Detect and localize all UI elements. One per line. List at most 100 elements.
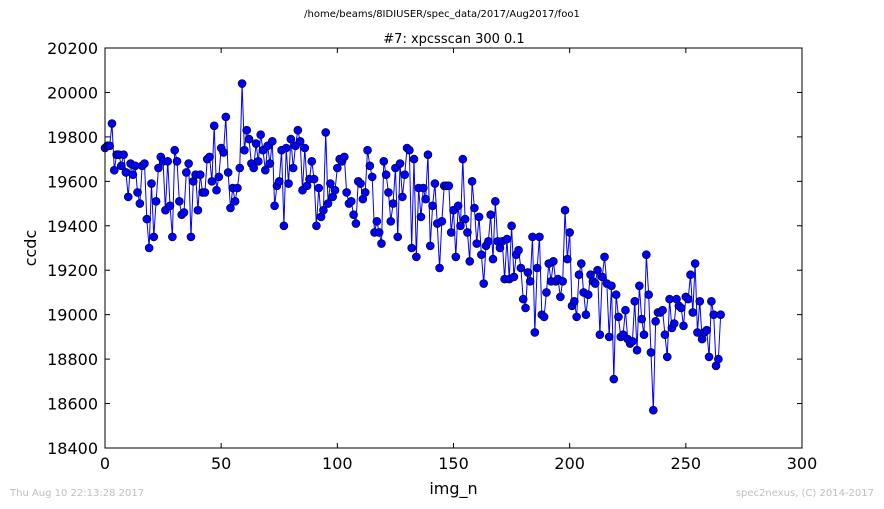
data-point [286,134,296,144]
data-point [412,252,421,262]
data-point [525,277,535,286]
data-point [416,212,426,222]
data-point [456,221,465,231]
data-point [646,348,656,357]
data-point [488,254,498,264]
data-point [491,197,500,206]
x-tick-label: 0 [100,454,110,473]
data-point [200,188,210,197]
data-point [507,221,516,231]
data-layer [100,79,725,415]
data-point [474,212,484,222]
data-point [261,165,270,175]
data-point [293,125,303,135]
data-point [398,192,407,202]
data-point [274,177,284,186]
x-tick-label: 50 [211,454,231,473]
data-point [377,239,386,248]
data-point [558,277,568,286]
data-point [267,137,277,146]
data-point [695,297,705,306]
data-point [209,121,219,131]
data-point [565,228,574,237]
data-point [714,354,723,364]
data-point [604,332,614,342]
data-point [388,199,398,208]
data-point [514,245,523,255]
data-point [405,145,414,155]
data-point [226,203,235,213]
chart-title: #7: xpcsscan 300 0.1 [383,32,524,47]
data-point [251,139,261,148]
data-point [184,159,193,168]
data-point [186,232,196,242]
y-tick-label: 20200 [47,39,98,58]
data-point [542,288,551,297]
data-point [470,203,479,213]
data-point [342,188,351,197]
data-point [460,214,470,224]
data-point [611,290,621,299]
data-point [518,294,528,304]
data-point [409,154,419,164]
data-point [679,321,688,331]
data-point [165,201,175,211]
data-point [307,157,317,166]
data-point [393,232,403,242]
data-point [628,337,637,346]
x-tick-label: 200 [554,454,585,473]
data-point [688,308,698,317]
data-point [465,257,475,266]
data-point [168,232,177,242]
data-point [140,159,149,168]
data-point [270,201,279,211]
data-point [435,263,444,273]
data-point [360,188,370,197]
data-point [467,177,477,186]
x-tick-label: 300 [787,454,818,473]
x-tick-label: 250 [671,454,702,473]
data-point [539,312,549,322]
data-point [133,188,142,197]
data-point [300,143,310,153]
y-tick-label: 18400 [47,439,98,458]
data-point [193,205,203,215]
data-point [446,228,456,237]
data-point [595,330,605,339]
data-point [444,181,454,191]
data-point [642,250,651,259]
data-point [333,163,342,173]
data-point [574,270,584,279]
data-point [425,241,435,251]
data-point [563,254,572,264]
data-point [144,243,154,253]
data-point [509,272,519,282]
data-point [240,145,249,155]
data-point [686,270,695,279]
data-point [214,172,224,182]
data-point [356,179,365,188]
data-point [386,217,396,226]
data-point [530,328,540,337]
data-point [233,183,242,193]
data-point [516,263,526,273]
data-point [593,265,602,275]
data-point [219,148,228,157]
data-point [172,157,182,166]
data-point [576,259,586,268]
data-point [649,405,658,415]
data-point [418,183,428,193]
data-point [105,141,114,151]
y-tick-label: 19000 [47,306,98,325]
data-point [288,163,298,173]
data-point [212,185,221,195]
data-point [374,228,384,237]
data-point [230,197,240,206]
footer-timestamp: Thu Aug 10 22:13:28 2017 [10,488,145,499]
data-point [521,303,530,313]
data-point [237,79,247,88]
y-tick-label: 18800 [47,350,98,369]
data-point [570,297,579,306]
data-point [423,150,433,159]
data-point [590,279,600,288]
